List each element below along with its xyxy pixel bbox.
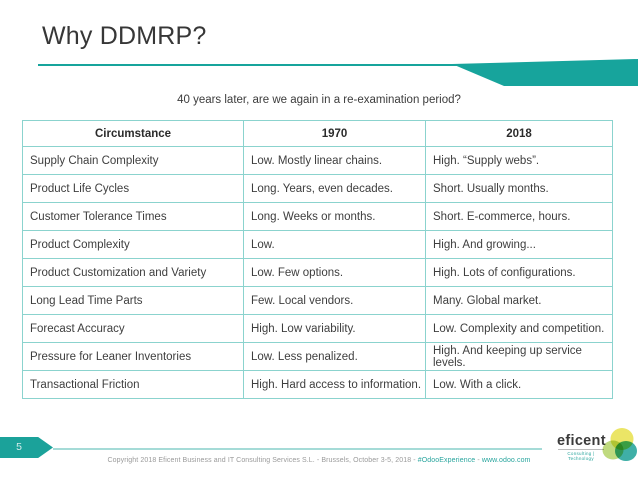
page-number: 5	[16, 441, 22, 453]
table-cell: High. And keeping up service levels.	[425, 342, 613, 371]
table-cell: High. Low variability.	[243, 314, 426, 343]
table-row: Product Customization and Variety Low. Fe…	[22, 258, 613, 287]
table-cell: High. “Supply webs”.	[425, 146, 613, 175]
table-cell: Low. Mostly linear chains.	[243, 146, 426, 175]
table-cell: Few. Local vendors.	[243, 286, 426, 315]
table-cell: Low. Few options.	[243, 258, 426, 287]
corner-ribbon-shape	[452, 59, 638, 86]
table-row: Transactional Friction High. Hard access …	[22, 370, 613, 399]
table-row: Customer Tolerance Times Long. Weeks or m…	[22, 202, 613, 231]
table-cell: Transactional Friction	[22, 370, 244, 399]
separator: -	[316, 457, 320, 464]
event-text: Brussels, October 3-5, 2018	[321, 457, 412, 464]
header-2018: 2018	[425, 120, 613, 147]
table-row: Pressure for Leaner Inventories Low. Less…	[22, 342, 613, 371]
table-cell: Supply Chain Complexity	[22, 146, 244, 175]
comparison-table: Circumstance 1970 2018 Supply Chain Comp…	[22, 120, 613, 399]
table-cell: Customer Tolerance Times	[22, 202, 244, 231]
eficent-logo-blobs-icon	[602, 428, 637, 461]
table-cell: Low. With a click.	[425, 370, 613, 399]
table-cell: High. And growing...	[425, 230, 613, 259]
eficent-logo-wordmark: eficent	[557, 433, 606, 449]
copyright-line: Copyright 2018 Eficent Business and IT C…	[0, 457, 638, 464]
table-cell: Short. E-commerce, hours.	[425, 202, 613, 231]
table-cell: Low. Less penalized.	[243, 342, 426, 371]
table-cell: Low. Complexity and competition.	[425, 314, 613, 343]
table-cell: Long. Weeks or months.	[243, 202, 426, 231]
website-link: www.odoo.com	[481, 457, 531, 464]
separator: -	[413, 457, 416, 464]
copyright-text: Copyright 2018 Eficent Business and IT C…	[107, 457, 315, 464]
page-number-marker: 5	[0, 437, 53, 458]
table-cell: Many. Global market.	[425, 286, 613, 315]
table-cell: Long Lead Time Parts	[22, 286, 244, 315]
slide-subtitle: 40 years later, are we again in a re-exa…	[177, 94, 461, 106]
table-row: Product Life Cycles Long. Years, even dec…	[22, 174, 613, 203]
event-hashtag: #OdooExperience	[417, 457, 476, 464]
eficent-logo-tagline: Consulting | Technology	[558, 449, 604, 461]
eficent-logo: eficent Consulting | Technology	[556, 428, 638, 466]
footer-rule	[53, 448, 542, 450]
slide-title: Why DDMRP?	[42, 22, 207, 50]
table-cell: High. Hard access to information.	[243, 370, 426, 399]
table-header-row: Circumstance 1970 2018	[22, 120, 613, 147]
title-underline-rule	[38, 64, 462, 66]
table-cell: Product Life Cycles	[22, 174, 244, 203]
table-cell: Long. Years, even decades.	[243, 174, 426, 203]
table-cell: Pressure for Leaner Inventories	[22, 342, 244, 371]
table-cell: High. Lots of configurations.	[425, 258, 613, 287]
table-row: Forecast Accuracy High. Low variability. L…	[22, 314, 613, 343]
table-cell: Low.	[243, 230, 426, 259]
header-circumstance: Circumstance	[22, 120, 244, 147]
table-cell: Product Complexity	[22, 230, 244, 259]
separator: -	[477, 457, 480, 464]
table-row: Supply Chain Complexity Low. Mostly linea…	[22, 146, 613, 175]
table-cell: Product Customization and Variety	[22, 258, 244, 287]
table-cell: Forecast Accuracy	[22, 314, 244, 343]
header-1970: 1970	[243, 120, 426, 147]
table-row: Long Lead Time Parts Few. Local vendors. M…	[22, 286, 613, 315]
table-cell: Short. Usually months.	[425, 174, 613, 203]
table-row: Product Complexity Low. High. And growing.…	[22, 230, 613, 259]
